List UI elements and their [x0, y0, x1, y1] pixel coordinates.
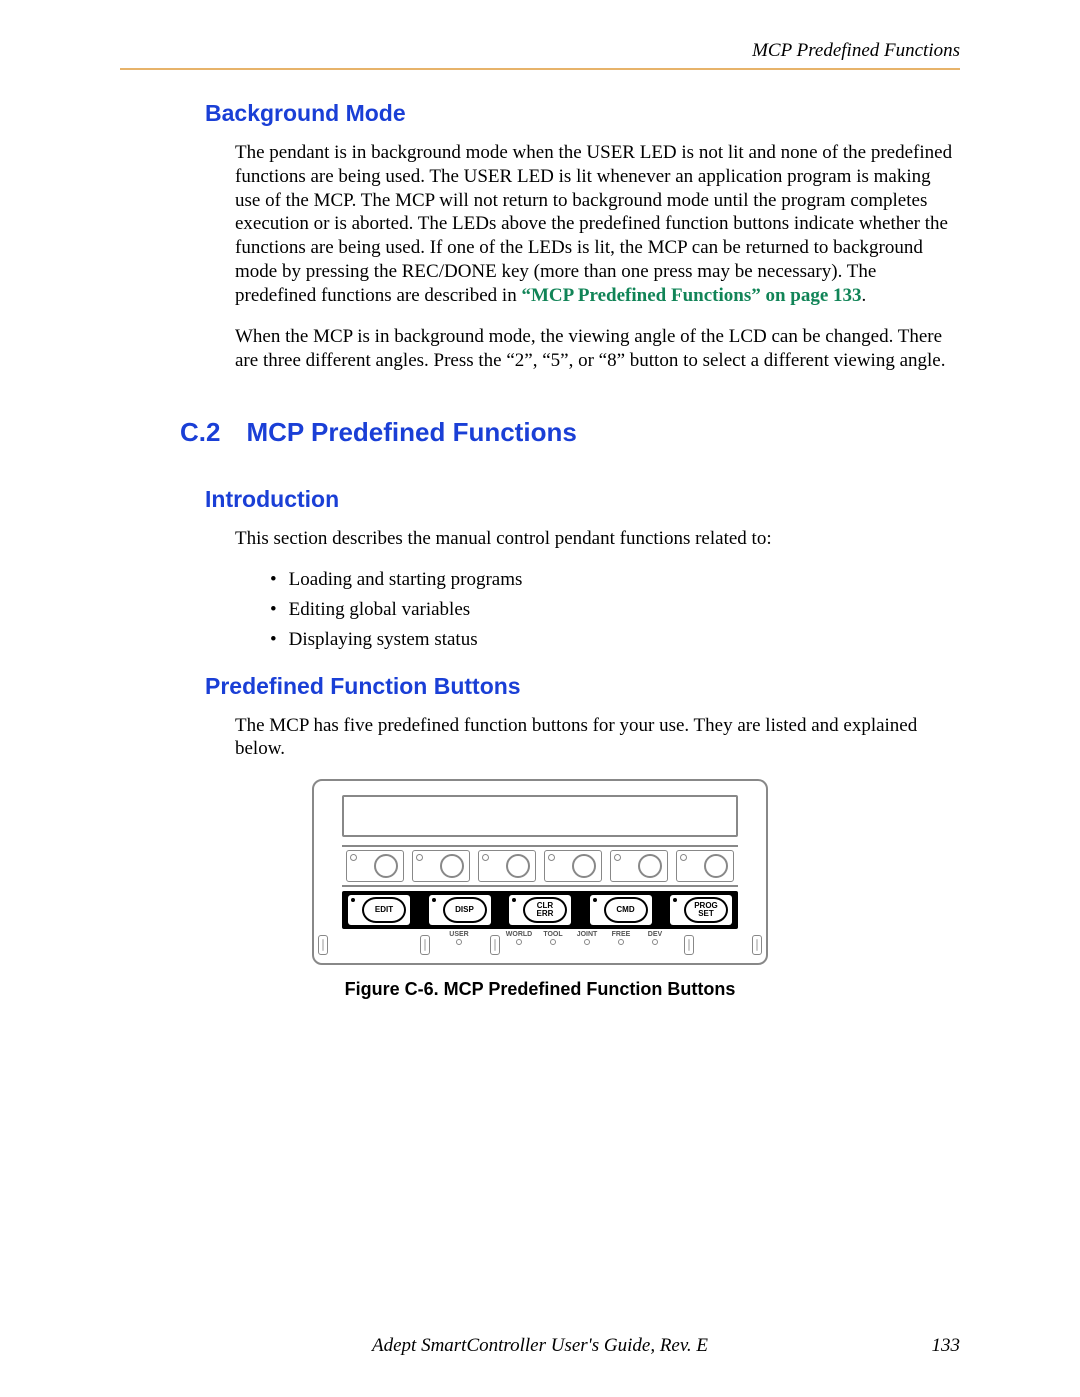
intro-list: Loading and starting programs Editing gl…	[270, 569, 960, 651]
mcp-device: EDIT DISP CLR ERR CMD PROG	[312, 779, 768, 965]
mode-labels: WORLD TOOL JOINT FREE DEV	[502, 931, 728, 945]
hinge-icon	[420, 935, 430, 955]
predef-heading: Predefined Function Buttons	[205, 673, 960, 700]
func-label-line2: SET	[698, 910, 714, 918]
intro-heading: Introduction	[205, 486, 960, 513]
intro-para: This section describes the manual contro…	[235, 527, 960, 551]
mode-dev: DEV	[638, 931, 672, 945]
header-rule	[120, 68, 960, 70]
func-label: CMD	[616, 906, 634, 914]
user-led-text: USER	[449, 931, 468, 938]
list-item: Displaying system status	[270, 629, 960, 651]
mode-joint: JOINT	[570, 931, 604, 945]
footer-text: Adept SmartController User's Guide, Rev.…	[372, 1335, 708, 1357]
function-button-row: EDIT DISP CLR ERR CMD PROG	[342, 891, 738, 929]
func-button-cmd: CMD	[590, 895, 652, 925]
figure-caption: Figure C-6. MCP Predefined Function Butt…	[345, 979, 736, 1000]
mode-text: DEV	[648, 931, 662, 938]
func-button-prog-set: PROG SET	[670, 895, 732, 925]
func-button-disp: DISP	[429, 895, 491, 925]
page: MCP Predefined Functions Background Mode…	[0, 0, 1080, 1397]
hinge-icon	[490, 935, 500, 955]
soft-button-row	[342, 845, 738, 887]
bg-mode-para2: When the MCP is in background mode, the …	[235, 325, 960, 373]
predef-para: The MCP has five predefined function but…	[235, 714, 960, 762]
func-button-edit: EDIT	[348, 895, 410, 925]
user-led-label: USER	[444, 931, 474, 945]
footer: Adept SmartController User's Guide, Rev.…	[120, 1335, 960, 1357]
func-label: EDIT	[375, 906, 393, 914]
status-row: USER WORLD TOOL JOINT FREE DEV	[342, 931, 738, 955]
running-header: MCP Predefined Functions	[120, 40, 960, 62]
mode-text: WORLD	[506, 931, 532, 938]
mode-free: FREE	[604, 931, 638, 945]
soft-button	[676, 850, 734, 882]
page-number: 133	[932, 1335, 961, 1357]
func-label-line2: ERR	[537, 910, 554, 918]
soft-button	[478, 850, 536, 882]
mode-text: JOINT	[577, 931, 598, 938]
hinge-icon	[684, 935, 694, 955]
mode-world: WORLD	[502, 931, 536, 945]
list-item: Loading and starting programs	[270, 569, 960, 591]
soft-button	[610, 850, 668, 882]
soft-button	[346, 850, 404, 882]
soft-button	[544, 850, 602, 882]
bg-mode-para1: The pendant is in background mode when t…	[235, 141, 960, 307]
mode-text: FREE	[612, 931, 631, 938]
bg-para1-text-b: .	[862, 285, 867, 306]
list-item: Editing global variables	[270, 599, 960, 621]
mode-text: TOOL	[543, 931, 562, 938]
bg-para1-text-a: The pendant is in background mode when t…	[235, 142, 952, 306]
func-label: DISP	[455, 906, 474, 914]
hinge-icon	[318, 935, 328, 955]
soft-button	[412, 850, 470, 882]
figure: EDIT DISP CLR ERR CMD PROG	[120, 779, 960, 1000]
lcd-screen	[342, 795, 738, 837]
mode-tool: TOOL	[536, 931, 570, 945]
hinge-icon	[752, 935, 762, 955]
c2-heading: C.2 MCP Predefined Functions	[180, 417, 960, 448]
crossref-link[interactable]: “MCP Predefined Functions” on page 133	[521, 285, 861, 306]
func-button-clr-err: CLR ERR	[509, 895, 571, 925]
bg-mode-heading: Background Mode	[205, 100, 960, 127]
